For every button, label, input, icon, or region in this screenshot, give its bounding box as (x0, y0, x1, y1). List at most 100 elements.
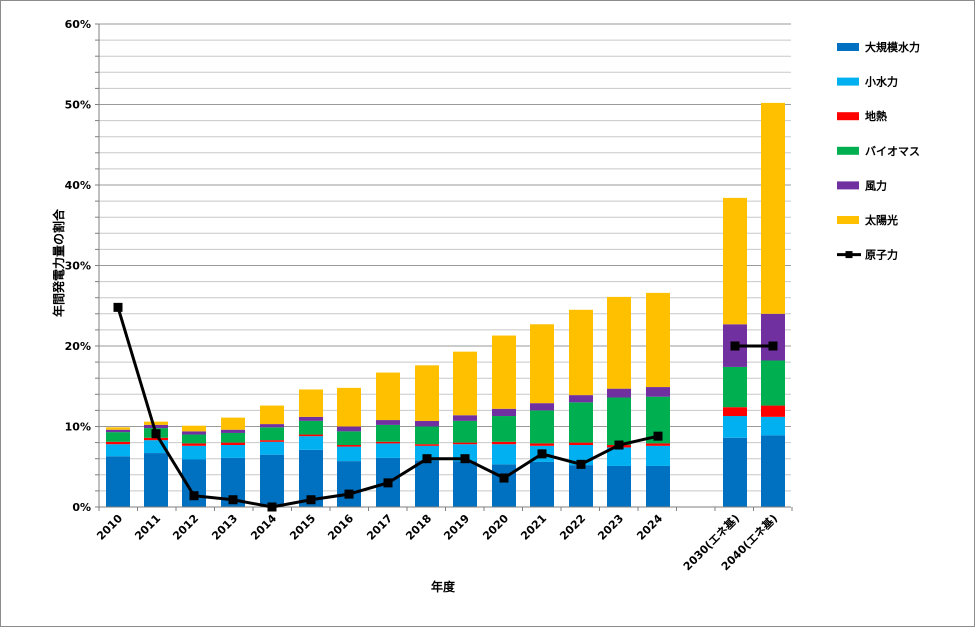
nuclear-point (499, 473, 509, 483)
x-tick-label: 2022 (557, 512, 588, 543)
x-tick-labels: 2010 2011 2012 2013 2014 2015 2016 2017 2018 2019… (94, 511, 780, 573)
legend-label: 太陽光 (864, 213, 898, 227)
bar-segment (221, 445, 245, 458)
y-tick-label: 0% (72, 501, 91, 514)
x-tick-label: 2010 (94, 512, 125, 543)
bar-segment (492, 441, 516, 445)
bar-segment (415, 365, 439, 421)
nuclear-point (267, 502, 277, 512)
x-tick-label: 2012 (170, 512, 201, 543)
legend-label: 地熱 (865, 109, 887, 123)
bar-segment (260, 440, 284, 442)
bar-segment (106, 456, 130, 507)
bar-segment (144, 437, 168, 441)
legend-label: 原子力 (865, 248, 898, 262)
bar-segment (337, 426, 361, 432)
legend-label: 大規模水力 (865, 40, 920, 54)
bar-segment (569, 442, 593, 446)
bar-segment (607, 397, 631, 446)
bar-segment (646, 445, 670, 466)
bar-segment (182, 443, 206, 446)
bar-segment (221, 432, 245, 443)
nuclear-point (537, 449, 547, 459)
bar-segment (260, 405, 284, 425)
nuclear-point (113, 302, 123, 312)
axes (95, 23, 793, 511)
bar-segment (723, 416, 747, 438)
bar-segment (723, 407, 747, 417)
y-tick-label: 50% (65, 99, 91, 112)
x-tick-label: 2017 (364, 512, 395, 543)
bar-segment (761, 435, 785, 507)
bar-segment (299, 416, 323, 421)
legend-swatch (837, 77, 859, 86)
bar-segment (646, 292, 670, 388)
bar-segment (182, 425, 206, 432)
nuclear-point (228, 495, 238, 505)
bar-segment (761, 360, 785, 406)
bar-segment (761, 405, 785, 417)
bar-segment (723, 197, 747, 325)
nuclear-point (151, 429, 161, 439)
bar-segment (299, 436, 323, 450)
nuclear-point (614, 440, 624, 450)
legend-marker (845, 251, 853, 259)
bar-segment (761, 102, 785, 314)
bar-segment (569, 465, 593, 507)
bar-segment (492, 416, 516, 442)
nuclear-point (730, 341, 740, 351)
y-tick-label: 10% (65, 421, 91, 434)
bar-segment (299, 434, 323, 437)
bar-segment (182, 445, 206, 460)
x-tick-label: 2011 (132, 512, 163, 543)
nuclear-point (383, 478, 393, 488)
bar-segment (569, 402, 593, 443)
bar-segment (260, 424, 284, 428)
bar-segment (453, 351, 477, 416)
bar-segment (492, 464, 516, 507)
y-tick-labels: 0% 10% 20% 30% 40% 50% 60% (65, 18, 91, 514)
y-axis-title: 年間発電力量の割合 (51, 208, 66, 317)
legend-label: バイオマス (865, 145, 920, 158)
nuclear-point (576, 459, 586, 469)
legend-swatch (837, 216, 859, 224)
bar-segment (530, 410, 554, 444)
legend-swatch (837, 43, 859, 51)
legend-swatch (837, 181, 859, 190)
bar-segment (337, 431, 361, 446)
x-tick-label: 2024 (634, 512, 665, 543)
x-tick-label: 2014 (248, 512, 279, 543)
bar-segment (260, 427, 284, 441)
bar-segment (530, 324, 554, 404)
bar-segment (492, 444, 516, 465)
bar-segment (376, 424, 400, 442)
bar-segment (530, 443, 554, 446)
nuclear-point (189, 491, 199, 501)
bar-segment (376, 443, 400, 458)
bar-segment (221, 429, 245, 433)
x-tick-label: 2021 (518, 512, 549, 543)
bar-segment (337, 446, 361, 462)
bar-segment (182, 434, 206, 444)
legend-swatch (837, 146, 859, 155)
bar-segment (415, 460, 439, 507)
bar-segment (106, 432, 130, 442)
y-tick-label: 30% (65, 260, 91, 273)
x-tick-label: 2015 (287, 512, 318, 543)
y-tick-label: 20% (65, 340, 91, 353)
bar-segment (492, 408, 516, 417)
legend-label: 風力 (865, 178, 887, 192)
bar-segment (607, 447, 631, 466)
bar-segment (106, 444, 130, 457)
bar-segment (260, 454, 284, 507)
bar-segment (299, 420, 323, 435)
x-axis-title: 年度 (431, 579, 456, 594)
bar-segment (415, 444, 439, 446)
x-tick-label: 2020 (480, 512, 511, 543)
bar-segment (530, 403, 554, 411)
nuclear-point (460, 454, 470, 464)
bar-segment (607, 388, 631, 398)
bar-segment (182, 431, 206, 435)
